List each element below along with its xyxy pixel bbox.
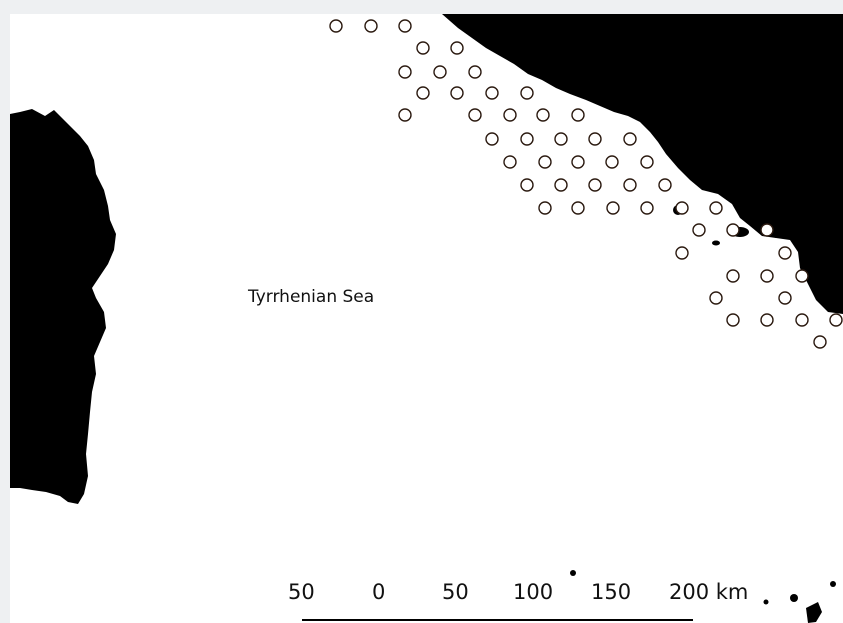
station-marker-icon	[778, 246, 792, 260]
italy-landmass	[442, 14, 843, 314]
station-marker-icon	[640, 155, 654, 169]
station-marker-icon	[760, 223, 774, 237]
station-marker-icon	[726, 223, 740, 237]
station-marker-icon	[760, 269, 774, 283]
island-islet	[771, 230, 785, 238]
station-marker-icon	[675, 246, 689, 260]
station-marker-icon	[795, 313, 809, 327]
island-islet	[763, 599, 769, 605]
station-marker-icon	[416, 41, 430, 55]
station-marker-icon	[709, 201, 723, 215]
station-marker-icon	[450, 86, 464, 100]
scale-label-200-km: 200 km	[669, 580, 749, 604]
map-canvas	[10, 14, 843, 623]
station-marker-icon	[503, 155, 517, 169]
station-marker-icon	[675, 201, 689, 215]
station-marker-icon	[588, 132, 602, 146]
station-marker-icon	[503, 108, 517, 122]
scale-label-50: 50	[442, 580, 469, 604]
survey-station-markers	[329, 19, 843, 349]
island-islet	[830, 581, 836, 587]
station-marker-icon	[520, 178, 534, 192]
station-marker-icon	[468, 65, 482, 79]
scale-label-100: 100	[513, 580, 554, 604]
station-marker-icon	[829, 313, 843, 327]
station-marker-icon	[538, 201, 552, 215]
station-marker-icon	[450, 41, 464, 55]
island-islet	[712, 240, 720, 246]
station-marker-icon	[588, 178, 602, 192]
station-marker-icon	[554, 132, 568, 146]
station-marker-icon	[485, 132, 499, 146]
station-marker-icon	[398, 19, 412, 33]
station-marker-icon	[520, 132, 534, 146]
station-marker-icon	[623, 178, 637, 192]
station-marker-icon	[536, 108, 550, 122]
station-marker-icon	[760, 313, 774, 327]
station-marker-icon	[571, 201, 585, 215]
station-marker-icon	[416, 86, 430, 100]
island-islet	[806, 602, 822, 623]
station-marker-icon	[709, 291, 723, 305]
station-marker-icon	[398, 65, 412, 79]
station-marker-icon	[658, 178, 672, 192]
sea-label: Tyrrhenian Sea	[248, 287, 375, 307]
station-marker-icon	[623, 132, 637, 146]
map-frame[interactable]: Tyrrhenian Sea 50 0 50 100 150 200 km	[10, 14, 843, 623]
station-marker-icon	[398, 108, 412, 122]
station-marker-icon	[538, 155, 552, 169]
station-marker-icon	[329, 19, 343, 33]
scale-label-50-west: 50	[288, 580, 315, 604]
station-marker-icon	[554, 178, 568, 192]
station-marker-icon	[606, 201, 620, 215]
station-marker-icon	[364, 19, 378, 33]
station-marker-icon	[795, 269, 809, 283]
station-marker-icon	[813, 335, 827, 349]
station-marker-icon	[726, 313, 740, 327]
station-marker-icon	[778, 291, 792, 305]
station-marker-icon	[468, 108, 482, 122]
island-islet	[570, 570, 576, 576]
scale-label-0: 0	[372, 580, 386, 604]
station-marker-icon	[433, 65, 447, 79]
station-marker-icon	[692, 223, 706, 237]
island-islet	[790, 594, 798, 602]
sardinia-landmass	[10, 109, 116, 504]
station-marker-icon	[605, 155, 619, 169]
station-marker-icon	[571, 155, 585, 169]
station-marker-icon	[520, 86, 534, 100]
station-marker-icon	[726, 269, 740, 283]
station-marker-icon	[485, 86, 499, 100]
scale-label-150: 150	[591, 580, 632, 604]
station-marker-icon	[640, 201, 654, 215]
station-marker-icon	[571, 108, 585, 122]
